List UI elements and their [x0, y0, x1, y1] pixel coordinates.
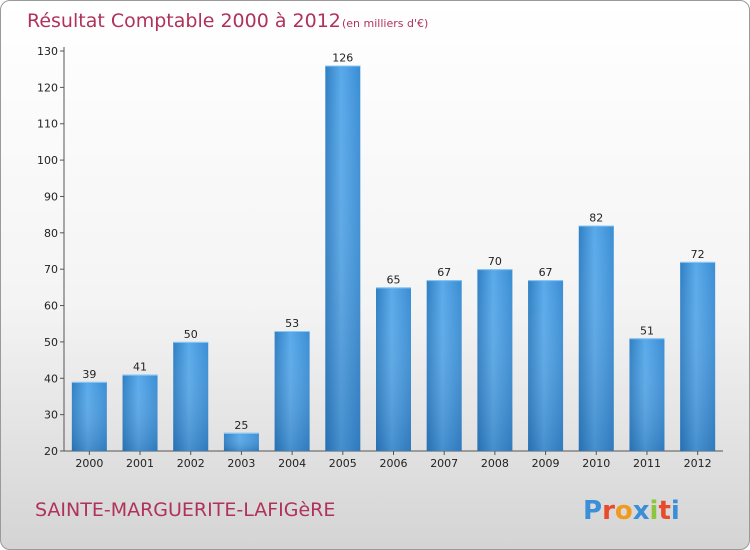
x-tick-label: 2010 [582, 457, 610, 470]
bar-value-label: 67 [539, 266, 553, 279]
bar-shade-2010 [578, 225, 614, 451]
brand-letter: r [602, 496, 615, 526]
brand-letter: i [650, 496, 659, 526]
bar-value-label: 82 [589, 212, 603, 225]
y-tick-label: 120 [37, 81, 58, 94]
bar-shade-2007 [426, 280, 462, 451]
brand-letter: i [671, 496, 680, 526]
x-tick-label: 2001 [126, 457, 154, 470]
bar-value-label: 126 [332, 52, 353, 65]
bar-shade-2001 [122, 374, 158, 451]
x-tick-label: 2004 [278, 457, 306, 470]
x-tick-label: 2002 [177, 457, 205, 470]
bar-shade-2009 [528, 280, 564, 451]
bar-value-label: 65 [387, 273, 401, 286]
bar-value-label: 53 [285, 317, 299, 330]
y-tick-label: 80 [44, 227, 58, 240]
bar-shade-2002 [173, 341, 209, 451]
bar-shade-2006 [376, 287, 411, 451]
x-tick-label: 2005 [329, 457, 357, 470]
bar-shade-2011 [629, 338, 665, 451]
chart-subtitle: (en milliers d'€) [342, 17, 428, 30]
bar-value-label: 25 [234, 419, 248, 432]
y-tick-label: 130 [37, 45, 58, 58]
y-tick-label: 60 [44, 300, 58, 313]
bar-shade-2003 [223, 432, 259, 451]
bar-value-label: 51 [640, 324, 654, 337]
x-axis: 2000 2001 2002 2003 2004 2005 2006 2007 2008 2009… [64, 450, 723, 470]
bar-shade-2005 [325, 65, 361, 451]
y-tick-label: 30 [44, 409, 58, 422]
bar-value-label: 39 [82, 368, 96, 381]
bar-shade-2004 [274, 331, 310, 451]
y-tick-label: 110 [37, 118, 58, 131]
proxiti-logo: Proxiti [583, 496, 680, 526]
bar-value-label: 50 [184, 328, 198, 341]
brand-letter: P [583, 496, 602, 526]
bar-shade-2000 [71, 381, 107, 451]
bar-value-label: 70 [488, 255, 502, 268]
y-tick-label: 50 [44, 336, 58, 349]
x-tick-label: 2008 [481, 457, 509, 470]
brand-letter: x [633, 496, 650, 526]
brand-letter: o [615, 496, 633, 526]
x-tick-label: 2003 [227, 457, 255, 470]
x-tick-label: 2012 [684, 457, 712, 470]
bar-shade-2008 [477, 269, 513, 451]
brand-letter: t [658, 496, 670, 526]
bars: 39 41 50 25 53 126 65 67 70 67 82 51 72 [71, 52, 716, 451]
x-tick-label: 2007 [430, 457, 458, 470]
bar-value-label: 41 [133, 361, 147, 374]
bar-value-label: 67 [437, 266, 451, 279]
y-tick-label: 20 [44, 445, 58, 458]
y-axis: 20 30 40 50 60 70 80 90 100 110 120 130 [37, 45, 65, 458]
x-tick-label: 2011 [633, 457, 661, 470]
y-tick-label: 90 [44, 190, 58, 203]
y-tick-label: 70 [44, 263, 58, 276]
chart-title: Résultat Comptable 2000 à 2012 [27, 10, 341, 32]
x-tick-label: 2000 [75, 457, 103, 470]
y-tick-label: 100 [37, 154, 58, 167]
town-name: SAINTE-MARGUERITE-LAFIGèRE [35, 499, 335, 521]
x-tick-label: 2009 [532, 457, 560, 470]
x-tick-label: 2006 [380, 457, 408, 470]
y-tick-label: 40 [44, 372, 58, 385]
bar-value-label: 72 [691, 248, 705, 261]
bar-shade-2012 [680, 261, 716, 451]
